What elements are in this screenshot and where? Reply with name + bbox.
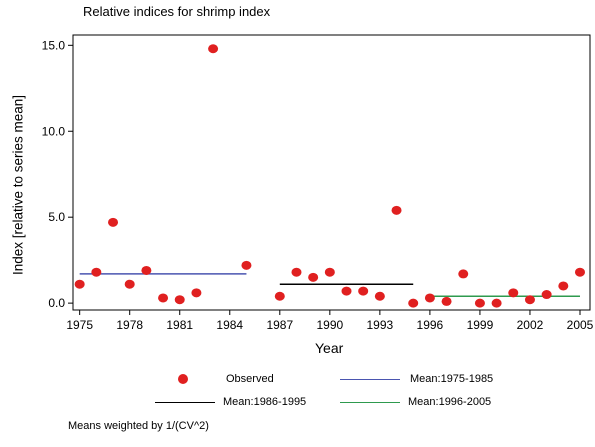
data-point — [391, 205, 402, 215]
legend-line-mean-1996-2005 — [340, 401, 400, 403]
data-point — [358, 286, 369, 296]
x-tick-label: 1990 — [316, 318, 343, 332]
x-tick-label: 2005 — [567, 318, 594, 332]
x-tick-label: 1975 — [66, 318, 93, 332]
data-point — [208, 44, 219, 54]
footnote: Means weighted by 1/(CV^2) — [68, 420, 209, 432]
mean-lines — [79, 273, 580, 297]
legend-item-mean-1996-2005: Mean:1996-2005 — [340, 396, 491, 408]
x-tick-label: 1996 — [417, 318, 444, 332]
x-tick-label: 1993 — [367, 318, 394, 332]
legend-item-observed: Observed — [178, 373, 274, 385]
data-point — [108, 217, 119, 227]
data-point — [274, 291, 285, 301]
legend-item-mean-1975-1985: Mean:1975-1985 — [340, 373, 493, 385]
data-point — [324, 267, 335, 277]
y-axis: 0.0 5.0 10.0 15.0 — [42, 38, 73, 310]
x-axis: 1975 1978 1981 1984 1987 1990 1993 1996 1999 2002… — [66, 310, 594, 332]
data-point — [141, 265, 152, 275]
x-tick-label: 1978 — [116, 318, 143, 332]
x-tick-label: 1981 — [166, 318, 193, 332]
data-point — [441, 296, 452, 306]
legend-line-mean-1986-1995 — [155, 401, 215, 403]
data-point — [308, 272, 319, 282]
legend-marker-observed — [178, 374, 188, 384]
y-axis-label: Index [relative to series mean] — [10, 94, 26, 276]
data-point — [124, 279, 135, 289]
data-point — [508, 288, 519, 298]
observed-points — [74, 44, 585, 308]
data-point — [458, 269, 469, 279]
y-axis-label-box: Index [relative to series mean] — [8, 60, 28, 310]
x-tick-label: 1999 — [467, 318, 494, 332]
data-point — [574, 267, 585, 277]
data-point — [474, 298, 485, 308]
data-point — [424, 293, 435, 303]
x-tick-label: 2002 — [517, 318, 544, 332]
data-point — [74, 279, 85, 289]
data-point — [408, 298, 419, 308]
x-tick-label: 1984 — [216, 318, 243, 332]
data-point — [491, 298, 502, 308]
y-tick-label: 5.0 — [48, 210, 65, 224]
data-point — [241, 260, 252, 270]
data-point — [191, 288, 202, 298]
y-tick-label: 0.0 — [48, 296, 65, 310]
data-point — [524, 295, 535, 305]
y-tick-label: 10.0 — [42, 124, 66, 138]
plot-area-frame — [72, 34, 591, 311]
legend-label-mean-1986-1995: Mean:1986-1995 — [223, 396, 307, 408]
data-point — [291, 267, 302, 277]
data-point — [374, 291, 385, 301]
legend-line-mean-1975-1985 — [340, 378, 400, 380]
data-point — [558, 281, 569, 291]
data-point — [158, 293, 169, 303]
data-point — [91, 267, 102, 277]
x-tick-label: 1987 — [266, 318, 293, 332]
y-tick-label: 15.0 — [42, 38, 66, 52]
data-point — [341, 286, 352, 296]
data-point — [541, 290, 552, 300]
legend-item-mean-1986-1995: Mean:1986-1995 — [155, 396, 306, 408]
legend-label-mean-1975-1985: Mean:1975-1985 — [410, 373, 494, 385]
chart-title: Relative indices for shrimp index — [83, 4, 271, 19]
legend-label-mean-1996-2005: Mean:1996-2005 — [408, 396, 492, 408]
x-axis-label: Year — [315, 340, 344, 356]
legend-label-observed: Observed — [226, 373, 274, 385]
data-point — [174, 295, 185, 305]
